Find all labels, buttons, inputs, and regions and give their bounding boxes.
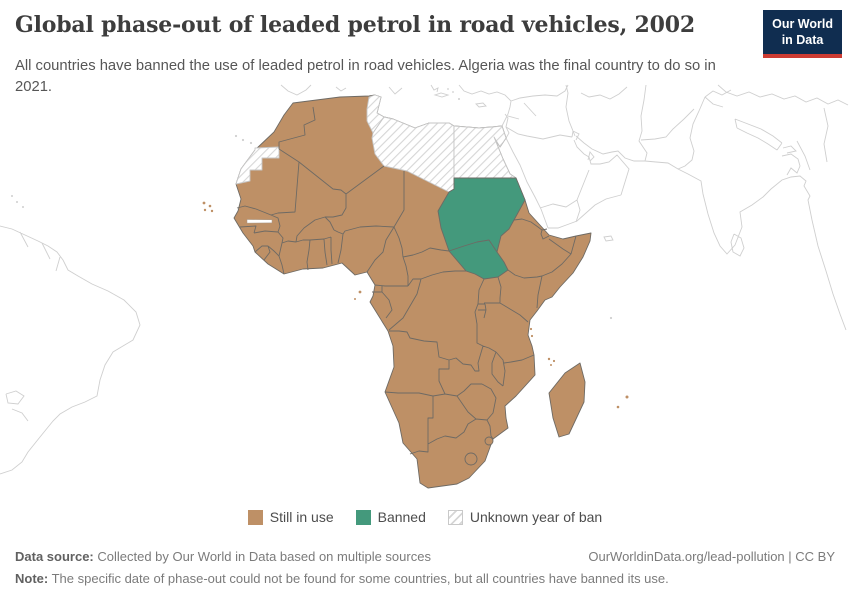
chart-footer: Data source: Collected by Our World in D… — [15, 546, 835, 590]
legend-swatch-banned — [355, 509, 371, 525]
legend-swatch-unknown-hatched — [447, 509, 463, 525]
legend-item-still-in-use[interactable]: Still in use — [247, 509, 334, 525]
data-source-label: Data source: — [15, 549, 94, 564]
map-islands-still-in-use[interactable] — [202, 201, 629, 409]
page-subtitle: All countries have banned the use of lea… — [15, 58, 716, 96]
note-text: The specific date of phase-out could not… — [48, 571, 669, 586]
legend-label-banned: Banned — [377, 509, 426, 525]
map-legend: Still in use Banned Unknown year of ban — [0, 509, 850, 525]
data-source-text: Collected by Our World in Data based on … — [93, 549, 431, 564]
map-region-madagascar[interactable] — [548, 362, 586, 438]
owid-logo[interactable]: Our World in Data — [763, 10, 842, 58]
choropleth-map — [0, 80, 850, 504]
map-region-western-sahara-hatched[interactable] — [235, 146, 280, 185]
owid-logo-line1: Our World — [772, 17, 833, 31]
note-line: Note: The specific date of phase-out cou… — [15, 568, 669, 590]
legend-label-unknown: Unknown year of ban — [469, 509, 603, 525]
citation-link[interactable]: OurWorldinData.org/lead-pollution | CC B… — [588, 549, 835, 564]
map-region-gambia[interactable] — [246, 219, 273, 224]
map-region-eswatini[interactable] — [484, 436, 494, 446]
sudan-south-sudan-border — [448, 239, 498, 253]
note-label: Note: — [15, 571, 49, 586]
legend-label-still-in-use: Still in use — [269, 509, 334, 525]
data-source-line: Data source: Collected by Our World in D… — [15, 546, 431, 568]
legend-item-unknown[interactable]: Unknown year of ban — [447, 509, 603, 525]
page-title: Global phase-out of leaded petrol in roa… — [15, 12, 695, 38]
background-islands — [11, 88, 613, 320]
map-region-egypt-hatched[interactable] — [453, 125, 517, 179]
owid-logo-line2: in Data — [781, 33, 824, 48]
background-countries-outline — [0, 84, 849, 475]
legend-swatch-still-in-use — [247, 509, 263, 525]
legend-item-banned[interactable]: Banned — [355, 509, 426, 525]
map-region-lesotho[interactable] — [464, 452, 478, 466]
african-country-borders — [236, 106, 577, 455]
